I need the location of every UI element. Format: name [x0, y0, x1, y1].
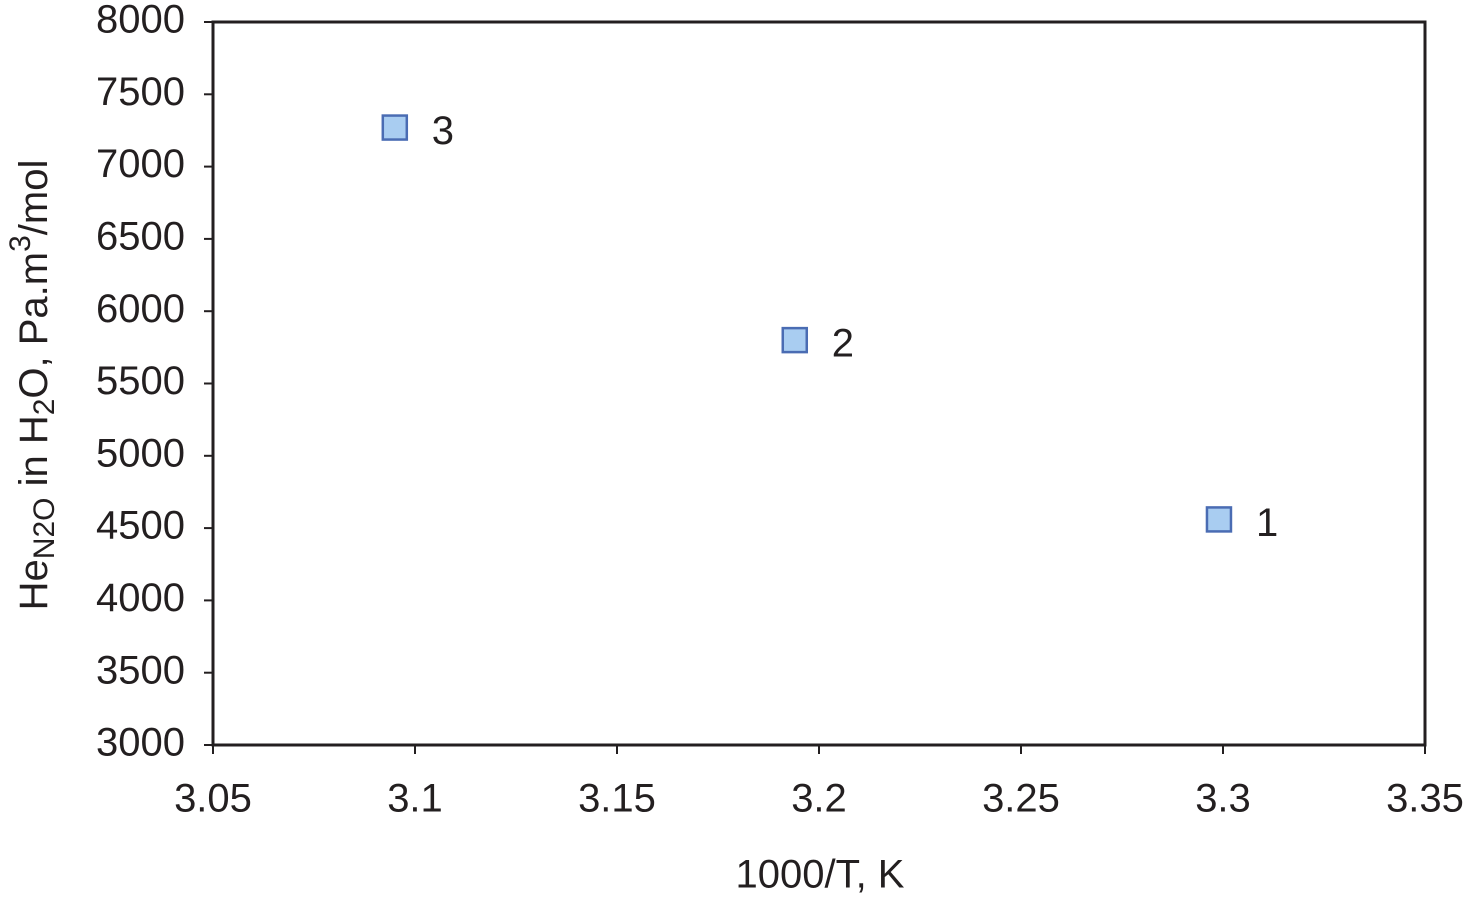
x-tick-label: 3.2	[791, 777, 847, 821]
point-label: 3	[432, 109, 454, 153]
x-tick-label: 3.35	[1386, 777, 1464, 821]
y-tick-label: 7000	[96, 142, 185, 186]
y-tick-label: 6000	[96, 287, 185, 331]
y-tick-label: 5000	[96, 431, 185, 475]
point	[1205, 506, 1233, 533]
x-tick-label: 3.25	[982, 777, 1060, 821]
x-tick-label: 3.05	[174, 777, 252, 821]
point-label: 1	[1256, 501, 1278, 545]
y-tick-label: 3500	[96, 648, 185, 692]
y-label-part: /mol	[12, 160, 56, 236]
point	[781, 326, 809, 354]
point	[381, 114, 409, 141]
y-label-sub: N2O	[28, 498, 61, 560]
x-tick-label: 3.1	[387, 777, 443, 821]
y-label-part: O, Pa.m	[12, 252, 56, 399]
y-tick-label: 6500	[96, 214, 185, 258]
y-tick-label: 4500	[96, 504, 185, 548]
x-tick-label: 3.3	[1195, 777, 1251, 821]
y-label-sup: 3	[4, 235, 37, 252]
point-label: 2	[832, 322, 854, 366]
y-label-part: He	[12, 559, 56, 610]
y-label-part: in H	[12, 415, 56, 497]
y-tick-label: 5500	[96, 359, 185, 403]
y-tick-label: 8000	[96, 0, 185, 42]
x-tick-label: 3.15	[578, 777, 656, 821]
y-tick-label: 3000	[96, 721, 185, 765]
y-label-sub: 2	[28, 399, 61, 416]
y-tick-label: 4000	[96, 576, 185, 620]
x-axis-label: 1000/T, K	[735, 853, 904, 897]
y-axis-label: HeN2O in H2O, Pa.m3/mol	[4, 160, 61, 611]
y-tick-label: 7500	[96, 70, 185, 114]
